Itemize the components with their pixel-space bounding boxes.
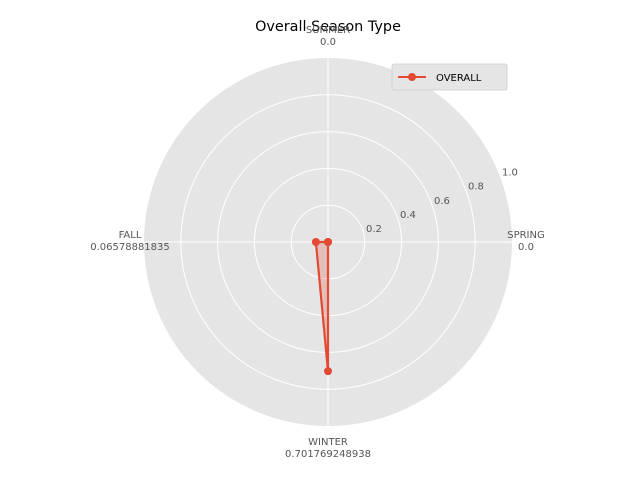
plot-area: 0.20.40.60.81.0SPRING0.0SUMMER0.0FALL0.0… bbox=[90, 25, 545, 460]
data-point bbox=[311, 238, 320, 246]
data-point bbox=[324, 238, 332, 246]
legend-label: OVERALL bbox=[436, 73, 482, 84]
radial-tick-label: 0.4 bbox=[400, 210, 416, 221]
category-label: WINTER bbox=[308, 437, 348, 448]
legend: OVERALL bbox=[391, 63, 508, 91]
chart-title: Overall Season Type bbox=[255, 19, 401, 35]
radial-tick-label: 1.0 bbox=[502, 168, 518, 179]
category-label: SPRING bbox=[507, 230, 545, 241]
category-value-label: 0.0 bbox=[518, 242, 534, 253]
category-label: FALL bbox=[119, 230, 142, 241]
radial-tick-label: 0.2 bbox=[366, 224, 382, 235]
category-value-label: 0.701769248938 bbox=[285, 449, 371, 460]
radial-tick-label: 0.8 bbox=[468, 182, 484, 193]
category-label: SUMMER bbox=[306, 25, 350, 36]
radial-tick-label: 0.6 bbox=[434, 196, 450, 207]
legend-box bbox=[391, 63, 508, 91]
data-point bbox=[324, 367, 332, 376]
series-line bbox=[314, 240, 330, 373]
legend-marker bbox=[408, 73, 416, 81]
category-value-label: 0.0 bbox=[320, 37, 336, 48]
category-value-label: 0.06578881835 bbox=[90, 242, 170, 253]
